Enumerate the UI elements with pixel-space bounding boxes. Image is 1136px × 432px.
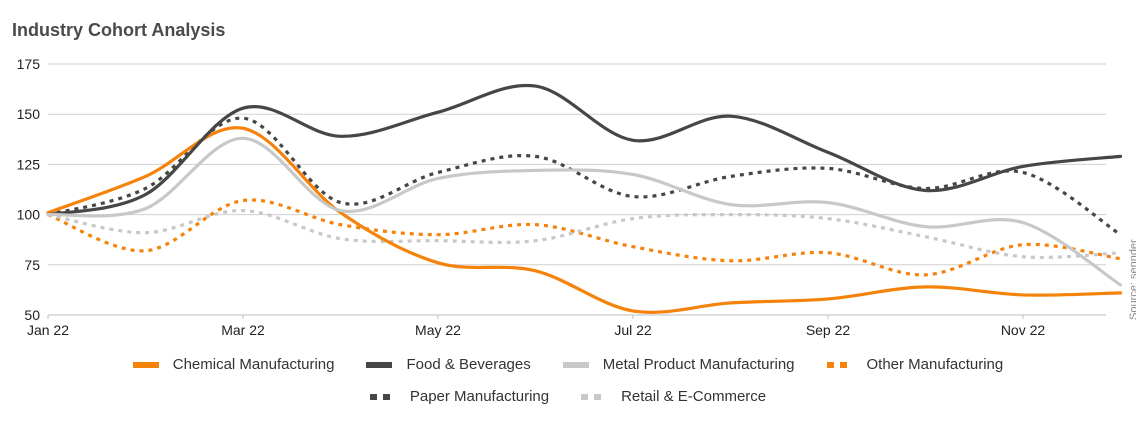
series-line-paper-manufacturing bbox=[47, 116, 1122, 237]
series-line-chemical-manufacturing bbox=[46, 126, 1123, 314]
legend-label: Metal Product Manufacturing bbox=[602, 356, 795, 373]
x-tick-label: Jan 22 bbox=[27, 322, 69, 338]
legend-swatch bbox=[581, 393, 608, 400]
legend-label: Paper Manufacturing bbox=[409, 388, 550, 405]
x-tick-label: Jul 22 bbox=[614, 322, 652, 338]
legend-label: Other Manufacturing bbox=[866, 356, 1004, 373]
legend-label: Retail & E-Commerce bbox=[621, 388, 767, 405]
series-line-other-manufacturing bbox=[47, 198, 1121, 277]
legend-item: Retail & E-Commerce bbox=[581, 388, 766, 405]
legend-swatch bbox=[826, 361, 853, 368]
x-tick-label: Mar 22 bbox=[221, 322, 265, 338]
legend-item: Metal Product Manufacturing bbox=[562, 356, 795, 373]
legend-row: Chemical Manufacturing Food & Beverages Me… bbox=[0, 356, 1136, 373]
legend-label: Food & Beverages bbox=[406, 356, 531, 373]
legend-swatch bbox=[562, 361, 589, 368]
y-tick-label: 125 bbox=[17, 156, 41, 172]
legend-item: Paper Manufacturing bbox=[369, 388, 550, 405]
y-tick-label: 175 bbox=[17, 56, 41, 72]
legend-swatch bbox=[366, 361, 393, 368]
y-tick-label: 50 bbox=[24, 307, 40, 323]
y-tick-label: 75 bbox=[24, 257, 40, 273]
source-note: Source: sennder bbox=[1128, 239, 1136, 320]
y-tick-label: 100 bbox=[17, 207, 41, 223]
legend-swatch bbox=[132, 361, 159, 368]
x-tick-label: Nov 22 bbox=[1001, 322, 1046, 338]
series-line-retail-e-commerce bbox=[47, 208, 1121, 260]
x-tick-label: Sep 22 bbox=[806, 322, 851, 338]
y-tick-label: 150 bbox=[17, 106, 41, 122]
legend-swatch bbox=[369, 393, 396, 400]
legend-item: Chemical Manufacturing bbox=[132, 356, 335, 373]
series-line-food-beverages bbox=[46, 83, 1123, 217]
legend-item: Food & Beverages bbox=[366, 356, 531, 373]
legend-label: Chemical Manufacturing bbox=[172, 356, 335, 373]
legend-row: Paper Manufacturing Retail & E-Commerce bbox=[0, 388, 1136, 405]
chart-title: Industry Cohort Analysis bbox=[12, 20, 226, 40]
x-tick-label: May 22 bbox=[415, 322, 461, 338]
series-line-metal-product-manufacturing bbox=[46, 136, 1123, 287]
legend-item: Other Manufacturing bbox=[826, 356, 1004, 373]
